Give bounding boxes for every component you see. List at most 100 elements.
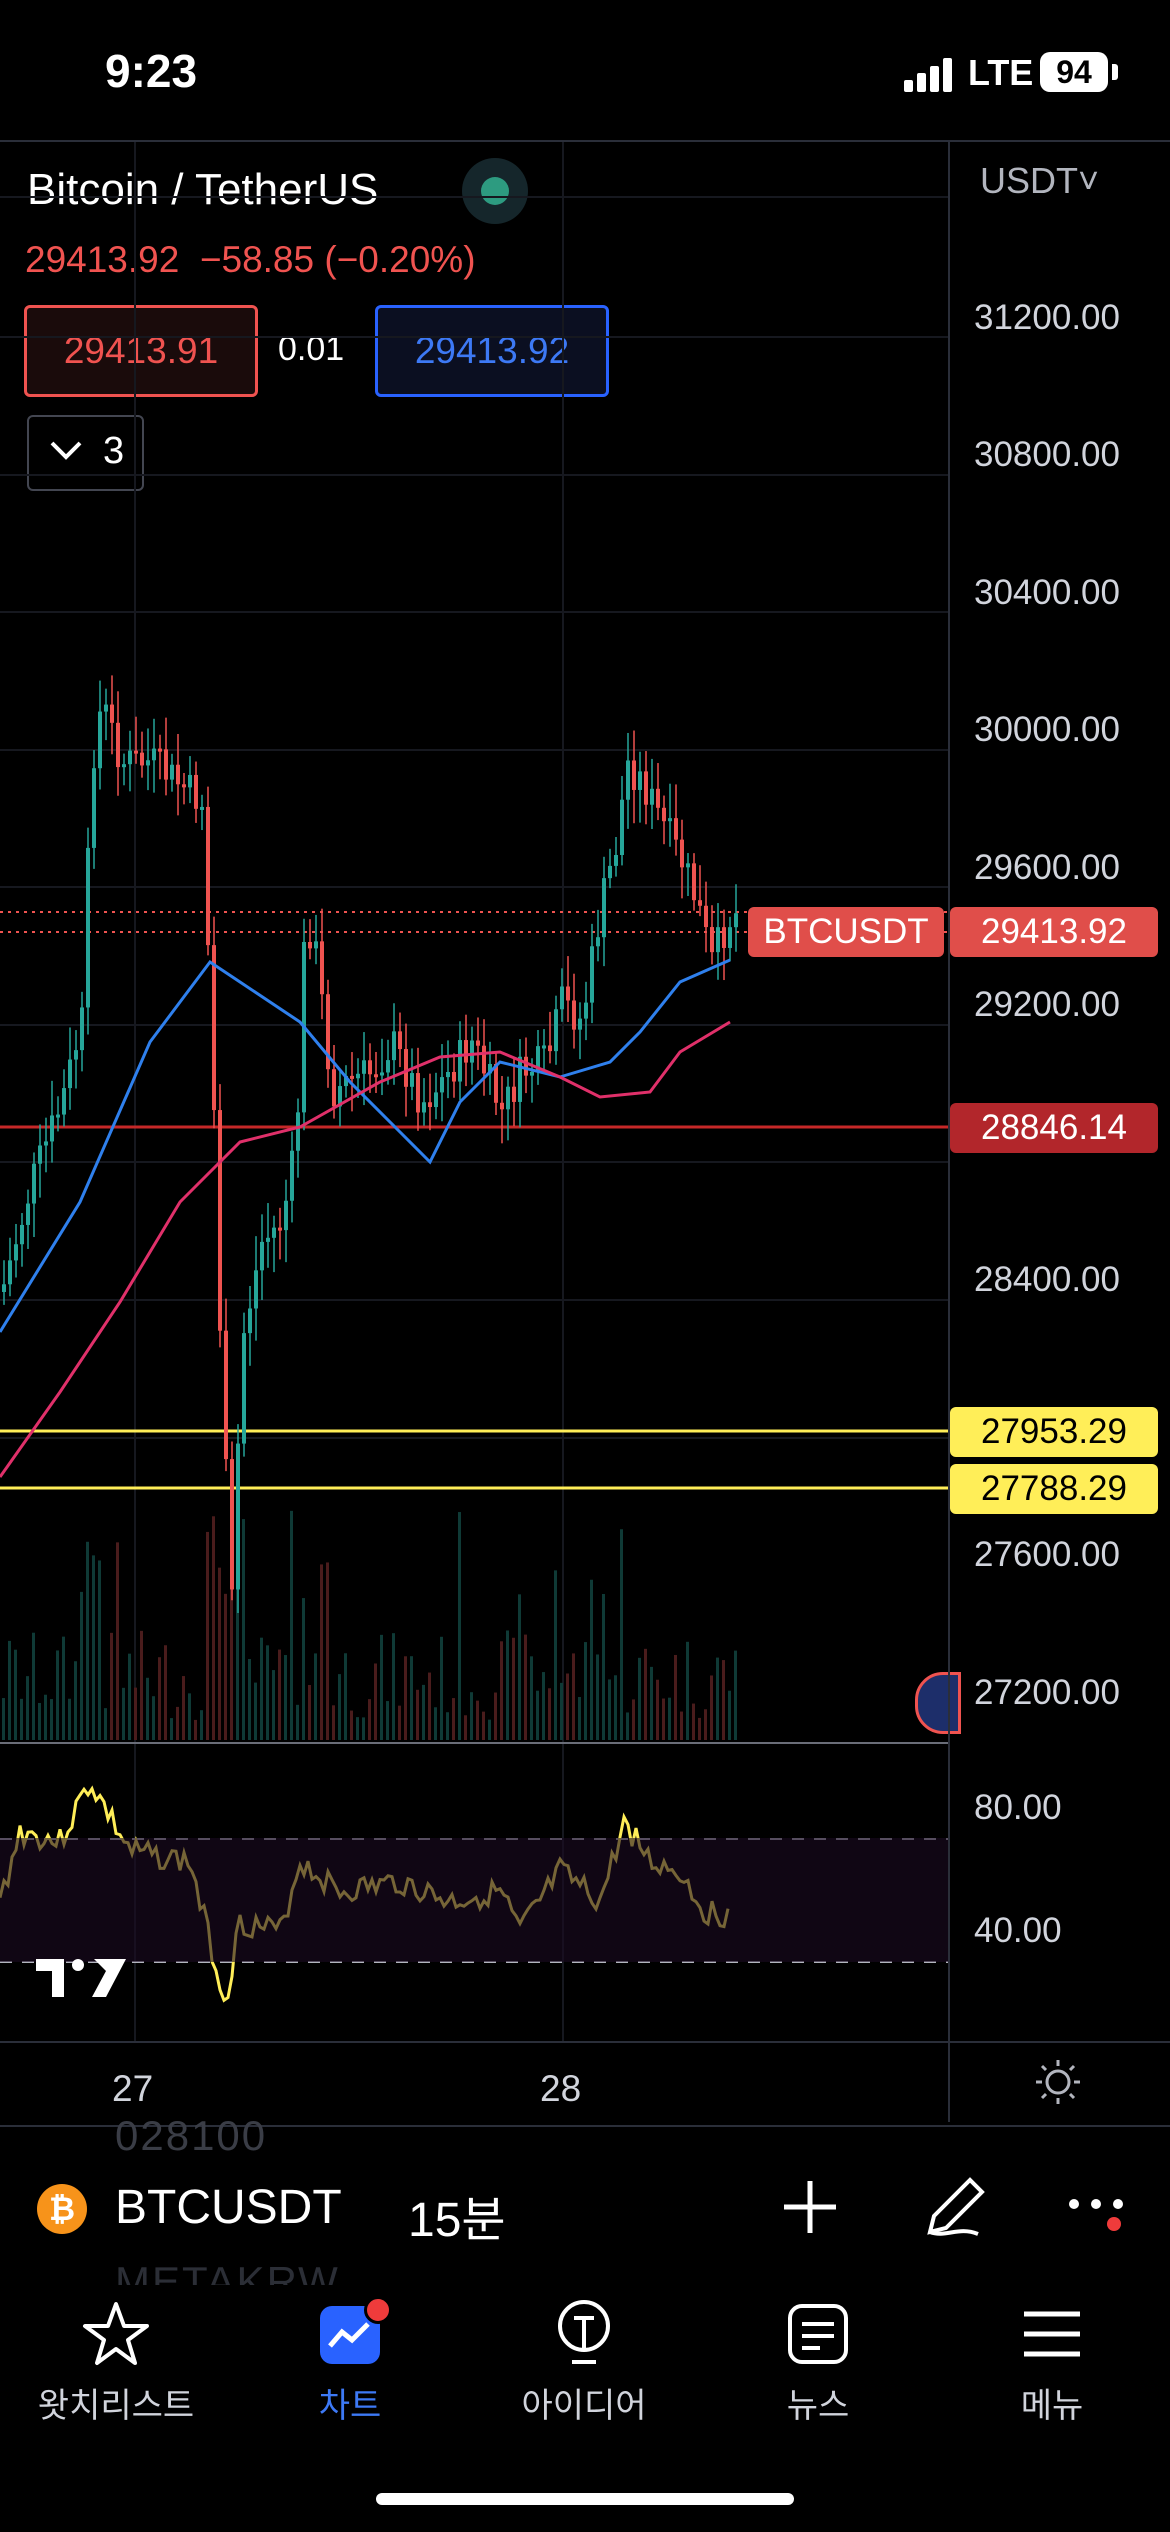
more-options-icon[interactable] xyxy=(1066,2190,1130,2238)
currency-select[interactable]: USDT˅ xyxy=(980,160,1100,201)
volume-bar xyxy=(560,1682,563,1740)
volume-bar xyxy=(194,1719,197,1740)
bitcoin-logo-icon: ₿ xyxy=(37,2184,87,2234)
volume-bar xyxy=(266,1645,269,1740)
candle-body xyxy=(26,1203,30,1225)
indicators-toggle-button[interactable] xyxy=(27,415,144,491)
home-indicator[interactable] xyxy=(376,2493,794,2505)
rsi-band xyxy=(0,1838,948,1962)
candle-body xyxy=(650,788,654,805)
volume-bar xyxy=(260,1637,263,1740)
candle-body xyxy=(182,784,186,788)
level-price-tag: 27953.29 xyxy=(950,1407,1158,1457)
candle-body xyxy=(674,818,678,840)
volume-bar xyxy=(50,1699,53,1740)
price-tick: 30000.00 xyxy=(974,710,1120,749)
candle-body xyxy=(692,863,696,901)
candle-body xyxy=(140,752,144,766)
pane-divider[interactable] xyxy=(0,1742,948,1744)
candle-body xyxy=(32,1163,36,1204)
status-time: 9:23 xyxy=(105,45,198,97)
volume-bar xyxy=(248,1658,251,1740)
last-price-tag: 29413.92 xyxy=(950,907,1158,957)
price-chart[interactable] xyxy=(0,142,948,2042)
price-tick: 29600.00 xyxy=(974,848,1120,887)
volume-bar xyxy=(38,1702,41,1740)
volume-bar xyxy=(152,1696,155,1740)
tab-news[interactable] xyxy=(698,2290,938,2420)
volume-bar xyxy=(686,1641,689,1740)
volume-bar xyxy=(326,1562,329,1740)
volume-bar xyxy=(176,1706,179,1740)
tab-chart[interactable] xyxy=(230,2290,470,2420)
candle-body xyxy=(716,927,720,953)
level-price-tag: 27788.29 xyxy=(950,1464,1158,1514)
volume-bar xyxy=(500,1641,503,1740)
header-divider xyxy=(0,140,1170,142)
candle-body xyxy=(188,774,192,788)
candle-body xyxy=(668,818,672,822)
volume-bar xyxy=(668,1697,671,1740)
volume-bar xyxy=(602,1593,605,1740)
volume-bar xyxy=(284,1655,287,1740)
candle-body xyxy=(56,1114,60,1118)
volume-bar xyxy=(716,1657,719,1740)
volume-bar xyxy=(512,1637,515,1740)
volume-bar xyxy=(278,1649,281,1740)
volume-bar xyxy=(26,1676,29,1740)
interval-button[interactable]: 15분 xyxy=(408,2194,506,2247)
volume-bar xyxy=(578,1697,581,1740)
price-tick: 27200.00 xyxy=(974,1673,1120,1712)
volume-bar xyxy=(206,1531,209,1740)
volume-bar xyxy=(2,1698,5,1740)
tab-ideas[interactable] xyxy=(464,2290,704,2420)
candle-body xyxy=(584,1002,588,1019)
volume-bar xyxy=(296,1704,299,1740)
candle-body xyxy=(518,1056,522,1102)
volume-bar xyxy=(116,1542,119,1740)
chart-title[interactable]: Bitcoin / TetherUS xyxy=(27,165,379,214)
moving-average-slow xyxy=(0,1020,731,1478)
settings-sun-icon[interactable] xyxy=(1034,2058,1082,2106)
candle-body xyxy=(464,1040,468,1063)
candle-body xyxy=(20,1224,24,1245)
volume-bar xyxy=(416,1689,419,1740)
candle-body xyxy=(572,1000,576,1030)
volume-bar xyxy=(236,1518,239,1740)
buy-button[interactable]: 29413.92 xyxy=(375,305,609,397)
volume-bar xyxy=(452,1698,455,1740)
volume-bar xyxy=(692,1703,695,1740)
candle-body xyxy=(212,945,216,1111)
volume-bar xyxy=(302,1598,305,1740)
candle-body xyxy=(446,1071,450,1078)
candle-body xyxy=(494,1064,498,1103)
flag-icon[interactable] xyxy=(915,1672,961,1734)
volume-bar xyxy=(410,1656,413,1740)
background-ticker: 028100 xyxy=(115,2112,268,2159)
volume-bar xyxy=(134,1687,137,1740)
price-scale-divider xyxy=(948,142,950,2122)
candle-body xyxy=(428,1102,432,1108)
candle-body xyxy=(422,1102,426,1113)
candle-body xyxy=(632,760,636,790)
add-icon[interactable] xyxy=(778,2175,842,2239)
volume-bar xyxy=(290,1510,293,1740)
volume-bar xyxy=(680,1711,683,1740)
candle-body xyxy=(218,1110,222,1331)
drawing-pencil-icon[interactable] xyxy=(918,2168,994,2244)
volume-bar xyxy=(110,1632,113,1740)
tab-watchlist[interactable] xyxy=(0,2290,236,2420)
price-tick: 31200.00 xyxy=(974,298,1120,337)
price-tick: 28400.00 xyxy=(974,1260,1120,1299)
candle-body xyxy=(362,1060,366,1074)
candle-body xyxy=(566,986,570,1001)
volume-bar xyxy=(368,1699,371,1740)
candle-body xyxy=(338,1086,342,1107)
candle-body xyxy=(470,1040,474,1063)
symbol-search-button[interactable]: BTCUSDT xyxy=(115,2181,342,2234)
candle-body xyxy=(626,760,630,800)
tab-menu[interactable] xyxy=(932,2290,1170,2420)
volume-bar xyxy=(572,1653,575,1740)
notification-badge xyxy=(364,2296,392,2324)
candle-body xyxy=(176,764,180,785)
